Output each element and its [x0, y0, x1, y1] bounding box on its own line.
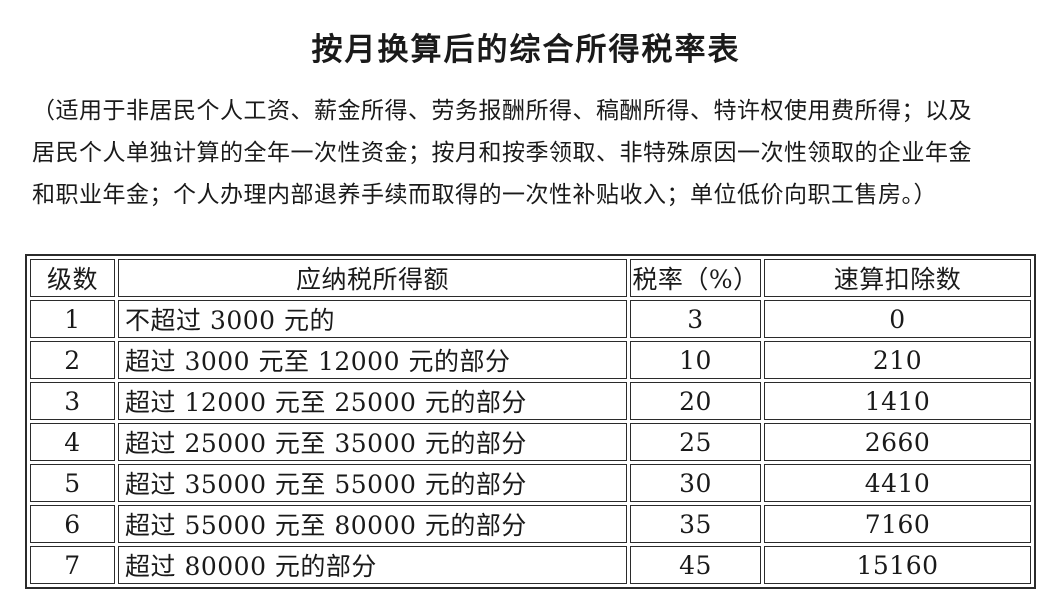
rate-cell: 45	[630, 546, 761, 584]
deduction-cell: 4410	[764, 464, 1031, 502]
intro-paragraph: （适用于非居民个人工资、薪金所得、劳务报酬所得、稿酬所得、特许权使用费所得；以及…	[32, 90, 1026, 216]
deduction-cell: 7160	[764, 505, 1031, 543]
income-cell: 超过 3000 元至 12000 元的部分	[118, 341, 627, 379]
table-row: 3 超过 12000 元至 25000 元的部分 20 1410	[30, 382, 1031, 420]
rate-cell: 30	[630, 464, 761, 502]
header-deduction: 速算扣除数	[764, 259, 1031, 297]
rate-cell: 20	[630, 382, 761, 420]
level-cell: 2	[30, 341, 115, 379]
tax-rate-table: 级数 应纳税所得额 税率（%） 速算扣除数 1 不超过 3000 元的 3 0 …	[25, 254, 1036, 589]
income-cell: 超过 80000 元的部分	[118, 546, 627, 584]
page-title: 按月换算后的综合所得税率表	[311, 32, 741, 68]
intro-line: （适用于非居民个人工资、薪金所得、劳务报酬所得、稿酬所得、特许权使用费所得；以及	[32, 98, 972, 124]
deduction-cell: 1410	[764, 382, 1031, 420]
rate-cell: 10	[630, 341, 761, 379]
table-row: 1 不超过 3000 元的 3 0	[30, 300, 1031, 338]
income-cell: 不超过 3000 元的	[118, 300, 627, 338]
rate-cell: 35	[630, 505, 761, 543]
rate-cell: 3	[630, 300, 761, 338]
table-row: 7 超过 80000 元的部分 45 15160	[30, 546, 1031, 584]
income-cell: 超过 55000 元至 80000 元的部分	[118, 505, 627, 543]
rate-cell: 25	[630, 423, 761, 461]
level-cell: 1	[30, 300, 115, 338]
level-cell: 6	[30, 505, 115, 543]
income-cell: 超过 12000 元至 25000 元的部分	[118, 382, 627, 420]
header-rate: 税率（%）	[630, 259, 761, 297]
deduction-cell: 210	[764, 341, 1031, 379]
income-cell: 超过 35000 元至 55000 元的部分	[118, 464, 627, 502]
table-row: 4 超过 25000 元至 35000 元的部分 25 2660	[30, 423, 1031, 461]
deduction-cell: 15160	[764, 546, 1031, 584]
table-header-row: 级数 应纳税所得额 税率（%） 速算扣除数	[30, 259, 1031, 297]
table-row: 2 超过 3000 元至 12000 元的部分 10 210	[30, 341, 1031, 379]
intro-line: 和职业年金；个人办理内部退养手续而取得的一次性补贴收入；单位低价向职工售房。）	[32, 182, 937, 208]
table-row: 5 超过 35000 元至 55000 元的部分 30 4410	[30, 464, 1031, 502]
table-row: 6 超过 55000 元至 80000 元的部分 35 7160	[30, 505, 1031, 543]
level-cell: 3	[30, 382, 115, 420]
level-cell: 5	[30, 464, 115, 502]
header-income: 应纳税所得额	[118, 259, 627, 297]
intro-line: 居民个人单独计算的全年一次性资金；按月和按季领取、非特殊原因一次性领取的企业年金	[32, 140, 972, 166]
deduction-cell: 0	[764, 300, 1031, 338]
income-cell: 超过 25000 元至 35000 元的部分	[118, 423, 627, 461]
level-cell: 4	[30, 423, 115, 461]
level-cell: 7	[30, 546, 115, 584]
header-level: 级数	[30, 259, 115, 297]
deduction-cell: 2660	[764, 423, 1031, 461]
